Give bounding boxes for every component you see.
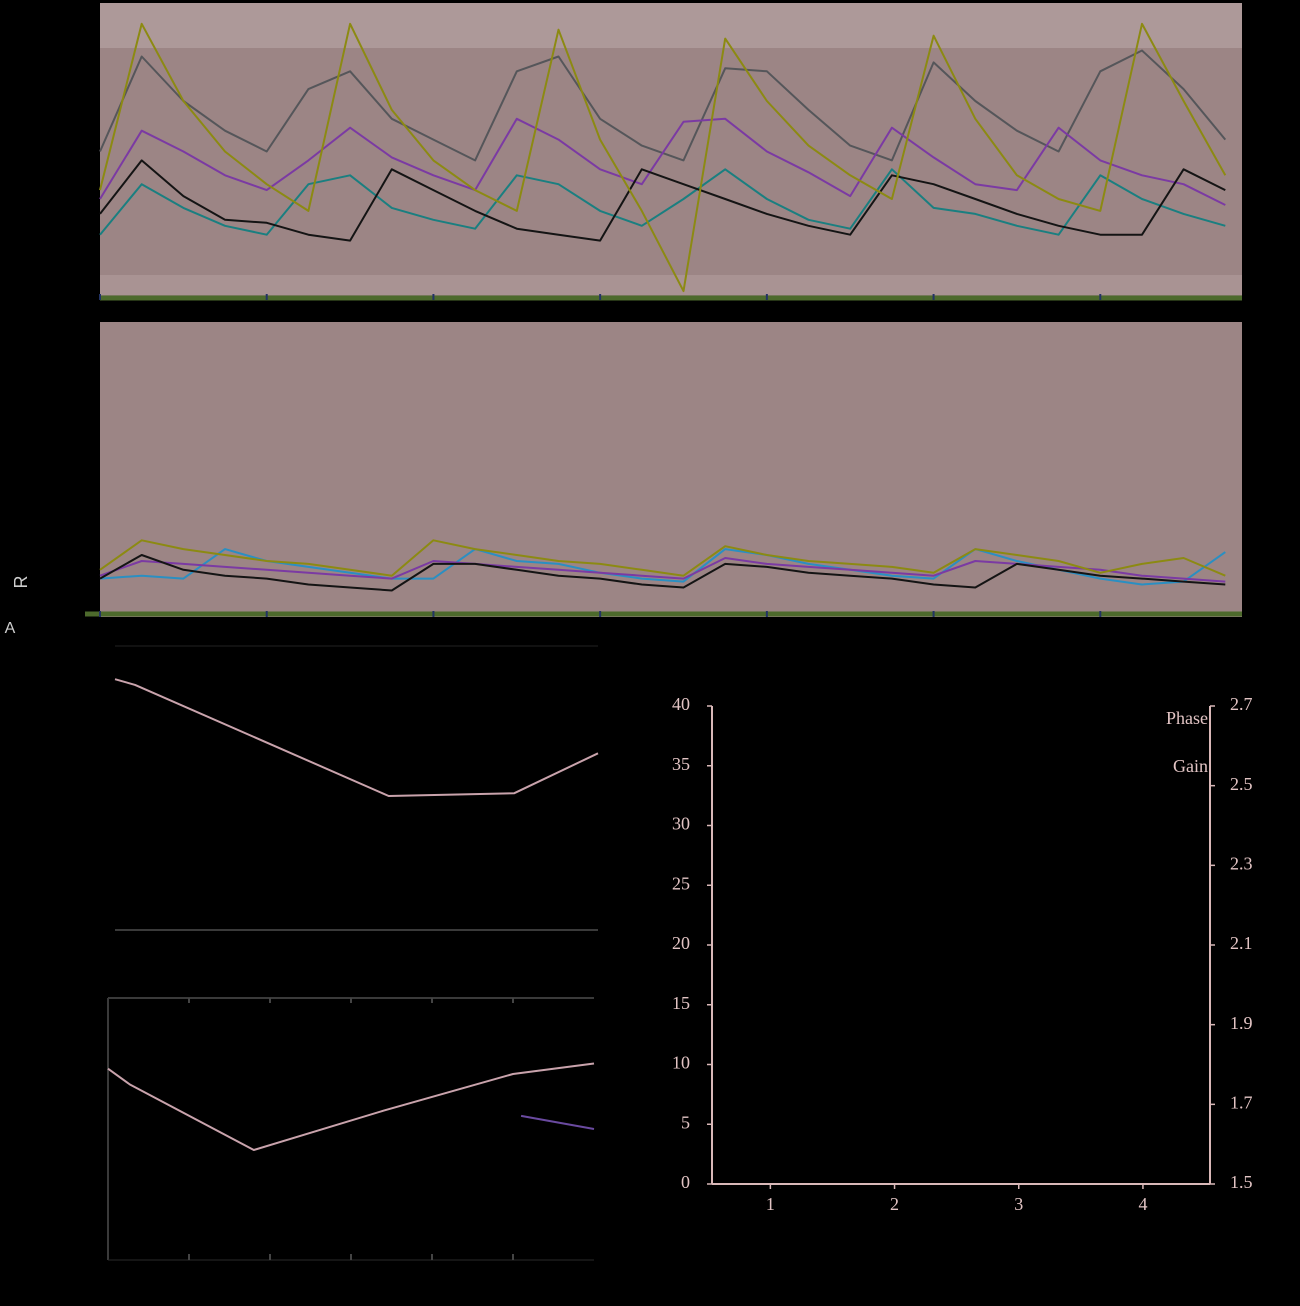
y2-tick-label: 1.9 xyxy=(1230,1013,1253,1033)
x-tick-label: 3 xyxy=(1014,1194,1023,1214)
legend-label: Gain xyxy=(1173,756,1208,776)
y-tick-label: 0 xyxy=(681,1172,690,1192)
y2-tick-label: 1.5 xyxy=(1230,1172,1253,1192)
panel-band xyxy=(100,3,1242,48)
y-tick-label: 20 xyxy=(672,933,690,953)
series-line xyxy=(99,557,1226,583)
series-line xyxy=(99,22,1227,293)
series-line xyxy=(99,554,1226,592)
series-line xyxy=(107,1062,595,1151)
series-line xyxy=(114,678,599,797)
series-line xyxy=(99,159,1226,242)
y2-tick-label: 2.5 xyxy=(1230,774,1253,794)
x-tick-label: 1 xyxy=(766,1194,775,1214)
panel-bg xyxy=(100,3,1242,300)
x-tick-label: 2 xyxy=(890,1194,899,1214)
side-label: R xyxy=(11,576,31,589)
y-tick-label: 25 xyxy=(672,873,690,893)
panel-band xyxy=(100,275,1242,295)
y-tick-label: 5 xyxy=(681,1112,690,1132)
series-line xyxy=(99,539,1226,577)
series-line xyxy=(99,117,1226,206)
series-line xyxy=(99,168,1226,236)
side-label: A xyxy=(5,620,16,637)
y2-tick-label: 2.7 xyxy=(1230,694,1253,714)
legend-label: Phase xyxy=(1166,708,1208,728)
y-tick-label: 35 xyxy=(672,754,690,774)
y2-tick-label: 2.3 xyxy=(1230,853,1253,873)
y-tick-label: 30 xyxy=(672,814,690,834)
y-tick-label: 10 xyxy=(672,1053,690,1073)
x-tick-label: 4 xyxy=(1138,1194,1147,1214)
series-line xyxy=(520,1114,595,1130)
y2-tick-label: 1.7 xyxy=(1230,1092,1253,1112)
y-tick-label: 40 xyxy=(672,694,690,714)
y-tick-label: 15 xyxy=(672,993,690,1013)
y2-tick-label: 2.1 xyxy=(1230,933,1253,953)
